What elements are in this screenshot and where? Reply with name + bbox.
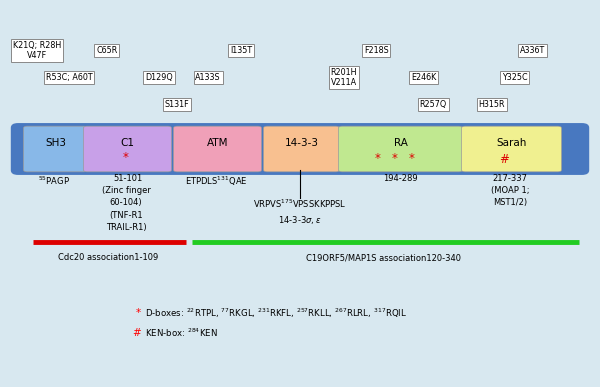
- Text: I135T: I135T: [230, 46, 252, 55]
- Text: Sarah: Sarah: [496, 138, 527, 148]
- Text: VRPVS$^{175}$VPSSKKPPSL
14-3-3$\sigma$, $\varepsilon$: VRPVS$^{175}$VPSSKKPPSL 14-3-3$\sigma$, …: [253, 197, 347, 226]
- Text: (Zinc finger
60-104)
(TNF-R1
TRAIL-R1): (Zinc finger 60-104) (TNF-R1 TRAIL-R1): [101, 186, 151, 232]
- Text: 194-289: 194-289: [383, 174, 418, 183]
- Text: K21Q; R28H
V47F: K21Q; R28H V47F: [13, 41, 61, 60]
- Text: C19ORF5/MAP1S association120-340: C19ORF5/MAP1S association120-340: [307, 253, 461, 262]
- FancyBboxPatch shape: [11, 123, 589, 175]
- Text: D-boxes: $^{22}$RTPL, $^{77}$RKGL, $^{231}$RKFL, $^{257}$RKLL, $^{267}$RLRL, $^{: D-boxes: $^{22}$RTPL, $^{77}$RKGL, $^{23…: [145, 307, 407, 320]
- Text: A336T: A336T: [520, 46, 545, 55]
- FancyBboxPatch shape: [173, 126, 262, 172]
- Text: ATM: ATM: [207, 138, 228, 148]
- Text: (MOAP 1;
MST1/2): (MOAP 1; MST1/2): [491, 186, 529, 207]
- Text: 217-337: 217-337: [493, 174, 527, 183]
- Text: *: *: [375, 152, 381, 165]
- Text: R53C; A60T: R53C; A60T: [46, 73, 92, 82]
- Text: SH3: SH3: [45, 138, 66, 148]
- Text: *: *: [409, 152, 415, 165]
- Text: 14-3-3: 14-3-3: [284, 138, 319, 148]
- FancyBboxPatch shape: [83, 126, 172, 172]
- FancyBboxPatch shape: [461, 126, 562, 172]
- Text: *: *: [136, 308, 141, 319]
- Text: E246K: E246K: [411, 73, 436, 82]
- Text: ETPDLS$^{131}$QAE: ETPDLS$^{131}$QAE: [185, 174, 247, 188]
- Text: *: *: [392, 152, 398, 165]
- Text: C65R: C65R: [96, 46, 118, 55]
- Text: Y325C: Y325C: [502, 73, 527, 82]
- Text: R257Q: R257Q: [419, 100, 447, 109]
- Text: $^{55}$PAGP: $^{55}$PAGP: [38, 174, 70, 187]
- Text: S131F: S131F: [164, 100, 190, 109]
- Text: #: #: [499, 153, 509, 166]
- FancyBboxPatch shape: [263, 126, 340, 172]
- Text: #: #: [132, 328, 141, 338]
- Text: H315R: H315R: [479, 100, 505, 109]
- Text: R201H
V211A: R201H V211A: [331, 68, 357, 87]
- Text: Cdc20 association1-109: Cdc20 association1-109: [58, 253, 158, 262]
- Text: F218S: F218S: [364, 46, 389, 55]
- FancyBboxPatch shape: [338, 126, 463, 172]
- Text: A133S: A133S: [196, 73, 221, 82]
- Text: D129Q: D129Q: [145, 73, 173, 82]
- Text: 51-101: 51-101: [113, 174, 142, 183]
- Text: C1: C1: [121, 138, 134, 148]
- FancyBboxPatch shape: [23, 126, 88, 172]
- Text: *: *: [123, 151, 129, 164]
- Text: KEN-box: $^{284}$KEN: KEN-box: $^{284}$KEN: [145, 327, 218, 339]
- Text: RA: RA: [394, 138, 407, 148]
